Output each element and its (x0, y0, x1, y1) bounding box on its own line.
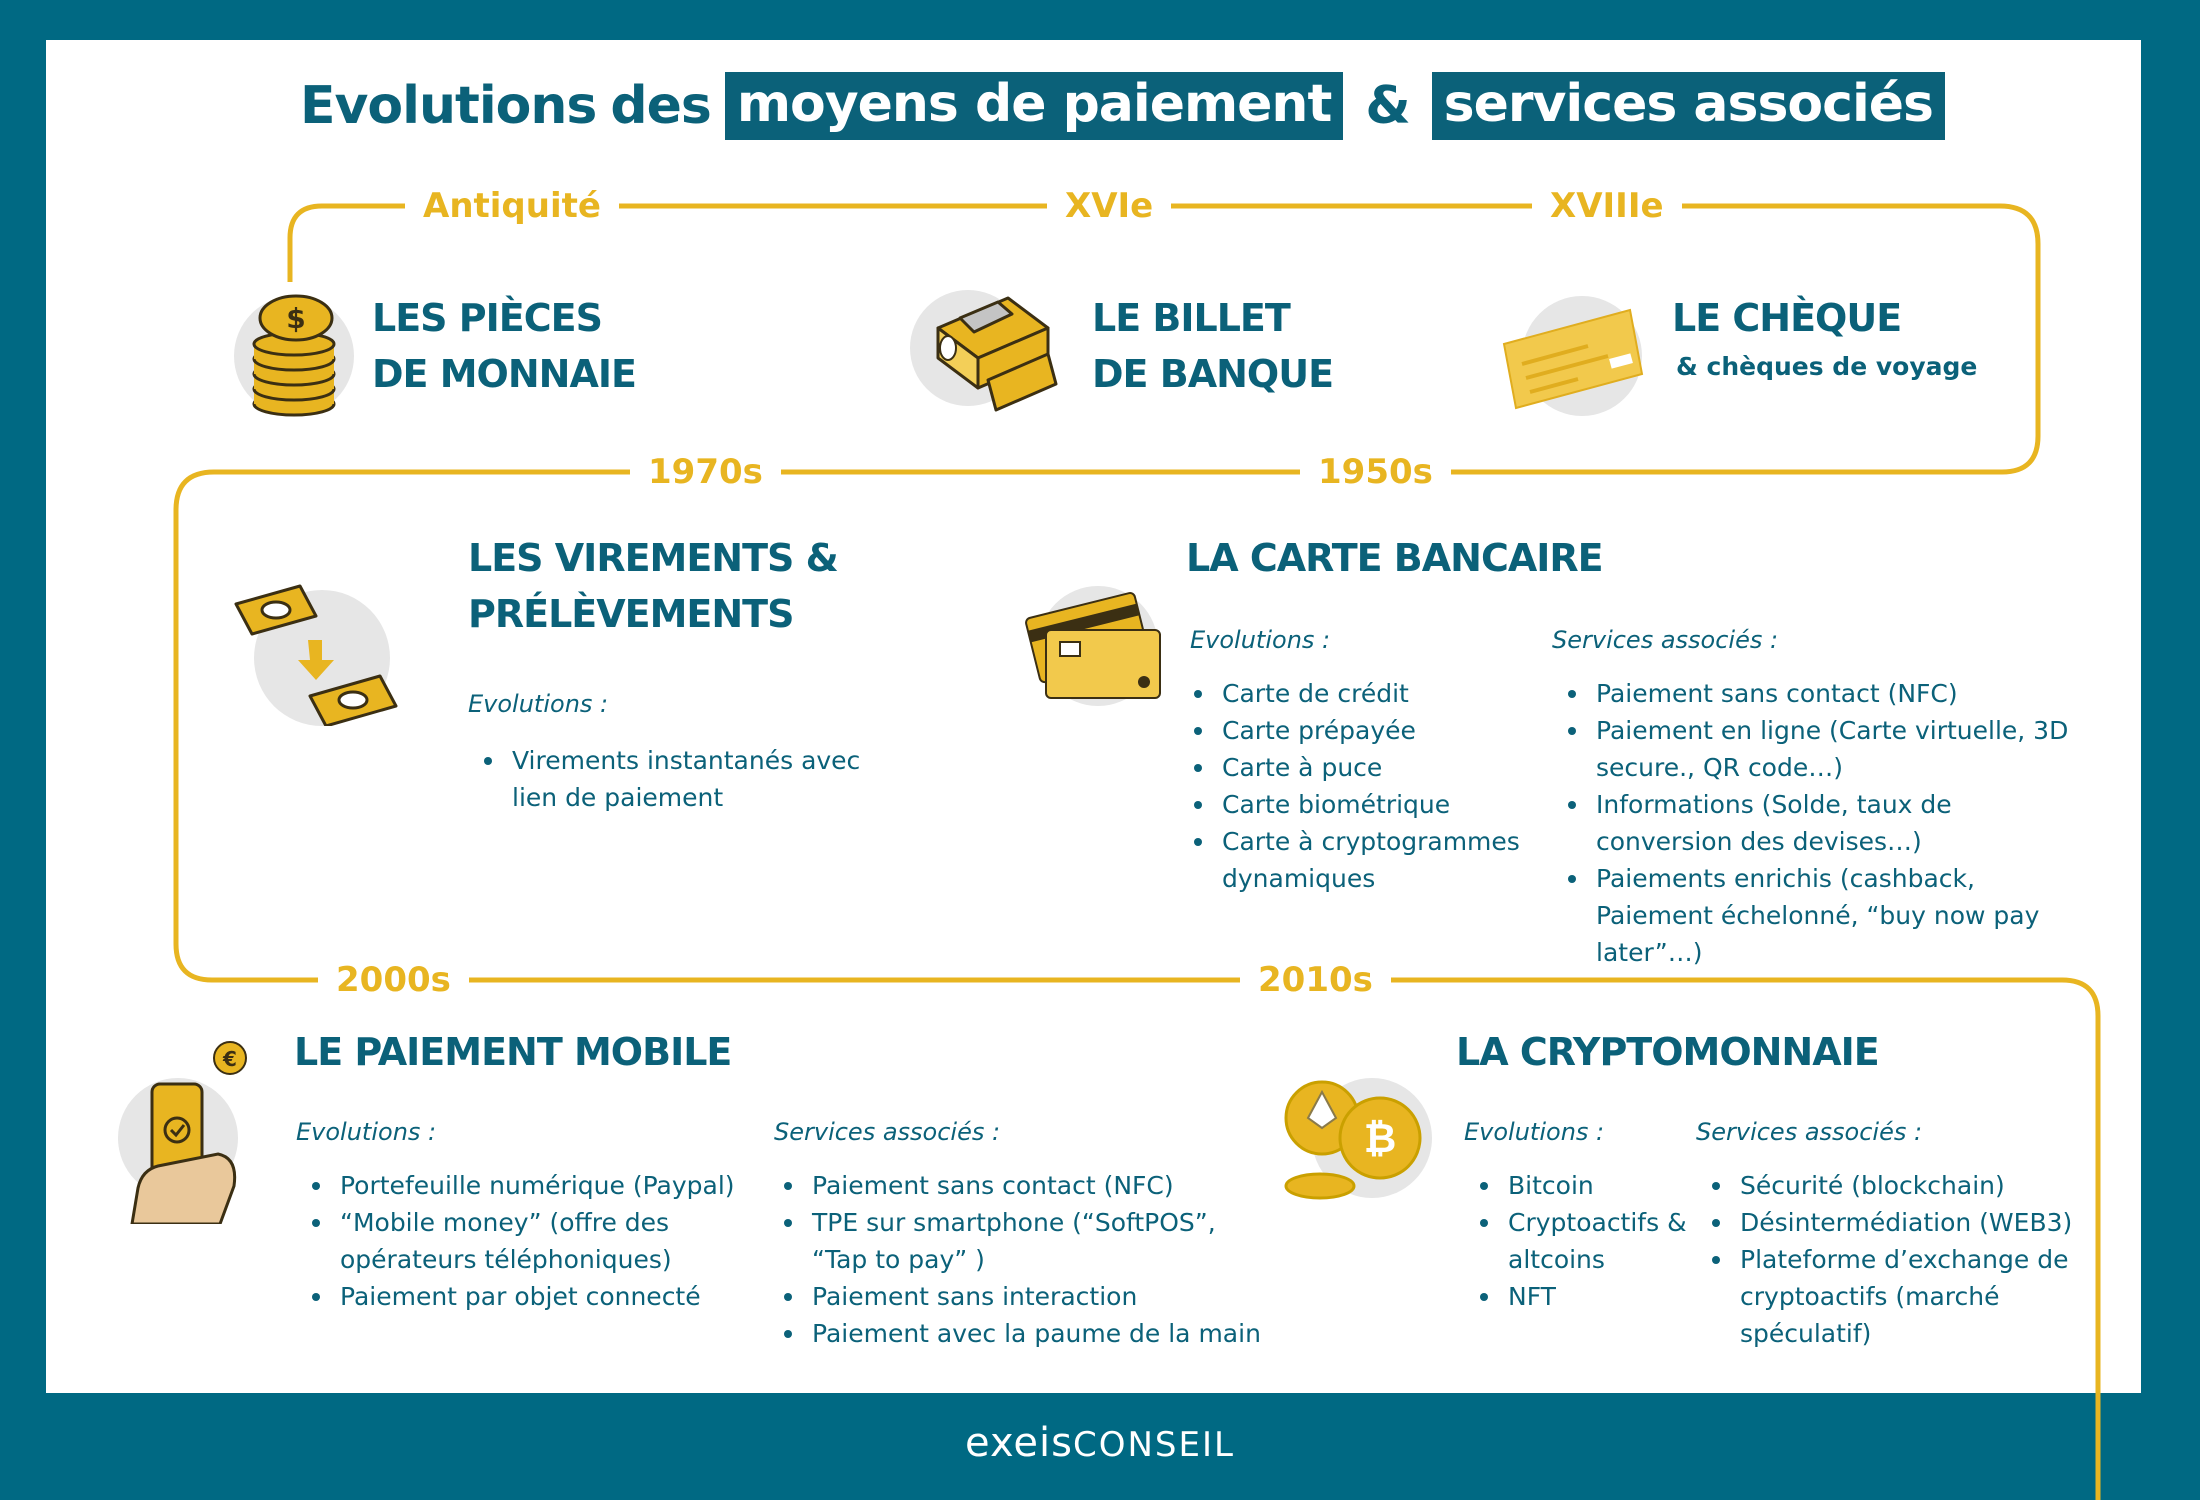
list-item: Portefeuille numérique (Paypal) (296, 1167, 756, 1204)
list-item: Désintermédiation (WEB3) (1696, 1204, 2081, 1241)
bank-card-icon (1025, 586, 1161, 706)
carte-services-label: Services associés : (1552, 626, 1779, 654)
banknotes-icon (910, 290, 1058, 412)
cheque-icon (1502, 296, 1644, 416)
carte-title: LA CARTE BANCAIRE (1186, 536, 1604, 580)
cheque-title: LE CHÈQUE (1672, 296, 1902, 340)
mobile-services-list: Paiement sans contact (NFC) TPE sur smar… (768, 1167, 1268, 1352)
era-2000s: 2000s (318, 960, 469, 1000)
virements-title-line1: LES VIREMENTS & (468, 536, 839, 580)
list-item: NFT (1464, 1278, 1689, 1315)
list-item: Sécurité (blockchain) (1696, 1167, 2081, 1204)
pieces-title-line2: DE MONNAIE (372, 352, 637, 396)
mobile-title: LE PAIEMENT MOBILE (294, 1030, 732, 1074)
svg-text:₿: ₿ (1364, 1116, 1397, 1162)
transfer-icon (234, 584, 398, 726)
carte-evolutions-label: Evolutions : (1190, 626, 1331, 654)
era-antiquite: Antiquité (405, 186, 619, 226)
crypto-services-list: Sécurité (blockchain) Désintermédiation … (1696, 1167, 2081, 1352)
content-card (46, 40, 2141, 1393)
virements-title-line2: PRÉLÈVEMENTS (468, 592, 794, 636)
logo-text-light: CONSEIL (1072, 1425, 1235, 1465)
svg-text:$: $ (286, 302, 305, 335)
billet-title-line2: DE BANQUE (1092, 352, 1334, 396)
list-item: Plateforme d’exchange de cryptoactifs (m… (1696, 1241, 2081, 1352)
virements-evolutions-label: Evolutions : (468, 690, 609, 718)
era-xvie: XVIe (1047, 186, 1172, 226)
title-part2: des (610, 76, 711, 136)
era-2010s: 2010s (1240, 960, 1391, 1000)
list-item: Virements instantanés avec lien de paiem… (468, 742, 888, 816)
era-xviiie: XVIIIe (1532, 186, 1682, 226)
svg-text:€: € (222, 1047, 237, 1071)
crypto-services-label: Services associés : (1696, 1118, 1923, 1146)
list-item: TPE sur smartphone (“SoftPOS”, “Tap to p… (768, 1204, 1268, 1278)
billet-title-line1: LE BILLET (1092, 296, 1291, 340)
list-item: “Mobile money” (offre des opérateurs tél… (296, 1204, 756, 1278)
list-item: Paiement sans interaction (768, 1278, 1268, 1315)
list-item: Paiement sans contact (NFC) (768, 1167, 1268, 1204)
crypto-evolutions-list: Bitcoin Cryptoactifs & altcoins NFT (1464, 1167, 1689, 1315)
list-item: Paiement en ligne (Carte virtuelle, 3D s… (1552, 712, 2092, 786)
cheque-subtitle: & chèques de voyage (1676, 352, 1978, 381)
era-1950s: 1950s (1300, 452, 1451, 492)
virements-evolutions-list: Virements instantanés avec lien de paiem… (468, 742, 888, 816)
mobile-payment-icon: € (118, 1041, 247, 1224)
list-item: Informations (Solde, taux de conversion … (1552, 786, 2092, 860)
era-1970s: 1970s (630, 452, 781, 492)
pieces-title-line1: LES PIÈCES (372, 296, 603, 340)
mobile-evolutions-list: Portefeuille numérique (Paypal) “Mobile … (296, 1167, 756, 1315)
list-item: Carte biométrique (1178, 786, 1538, 823)
list-item: Carte prépayée (1178, 712, 1538, 749)
list-item: Carte à puce (1178, 749, 1538, 786)
list-item: Paiement avec la paume de la main (768, 1315, 1268, 1352)
mobile-evolutions-label: Evolutions : (296, 1118, 437, 1146)
title-highlight-services: services associés (1431, 72, 1945, 140)
list-item: Carte de crédit (1178, 675, 1538, 712)
logo-text-bold: exeis (965, 1420, 1073, 1466)
list-item: Paiements enrichis (cashback, Paiement é… (1552, 860, 2092, 971)
title-part1: Evolutions (300, 76, 597, 136)
list-item: Cryptoactifs & altcoins (1464, 1204, 1689, 1278)
list-item: Bitcoin (1464, 1167, 1689, 1204)
carte-services-list: Paiement sans contact (NFC) Paiement en … (1552, 675, 2092, 971)
list-item: Carte à cryptogrammes dynamiques (1178, 823, 1538, 897)
mobile-services-label: Services associés : (774, 1118, 1001, 1146)
crypto-title: LA CRYPTOMONNAIE (1456, 1030, 1880, 1074)
company-logo: exeisCONSEIL (0, 1420, 2200, 1466)
list-item: Paiement par objet connecté (296, 1278, 756, 1315)
title-highlight-payment: moyens de paiement (724, 72, 1344, 140)
page-title: Evolutions des moyens de paiement & serv… (300, 72, 1945, 140)
crypto-evolutions-label: Evolutions : (1464, 1118, 1605, 1146)
coins-stack-icon: $ (234, 294, 354, 417)
carte-evolutions-list: Carte de crédit Carte prépayée Carte à p… (1178, 675, 1538, 897)
title-ampersand: & (1365, 76, 1410, 136)
list-item: Paiement sans contact (NFC) (1552, 675, 2092, 712)
cryptocurrency-icon: ₿ (1284, 1078, 1432, 1200)
